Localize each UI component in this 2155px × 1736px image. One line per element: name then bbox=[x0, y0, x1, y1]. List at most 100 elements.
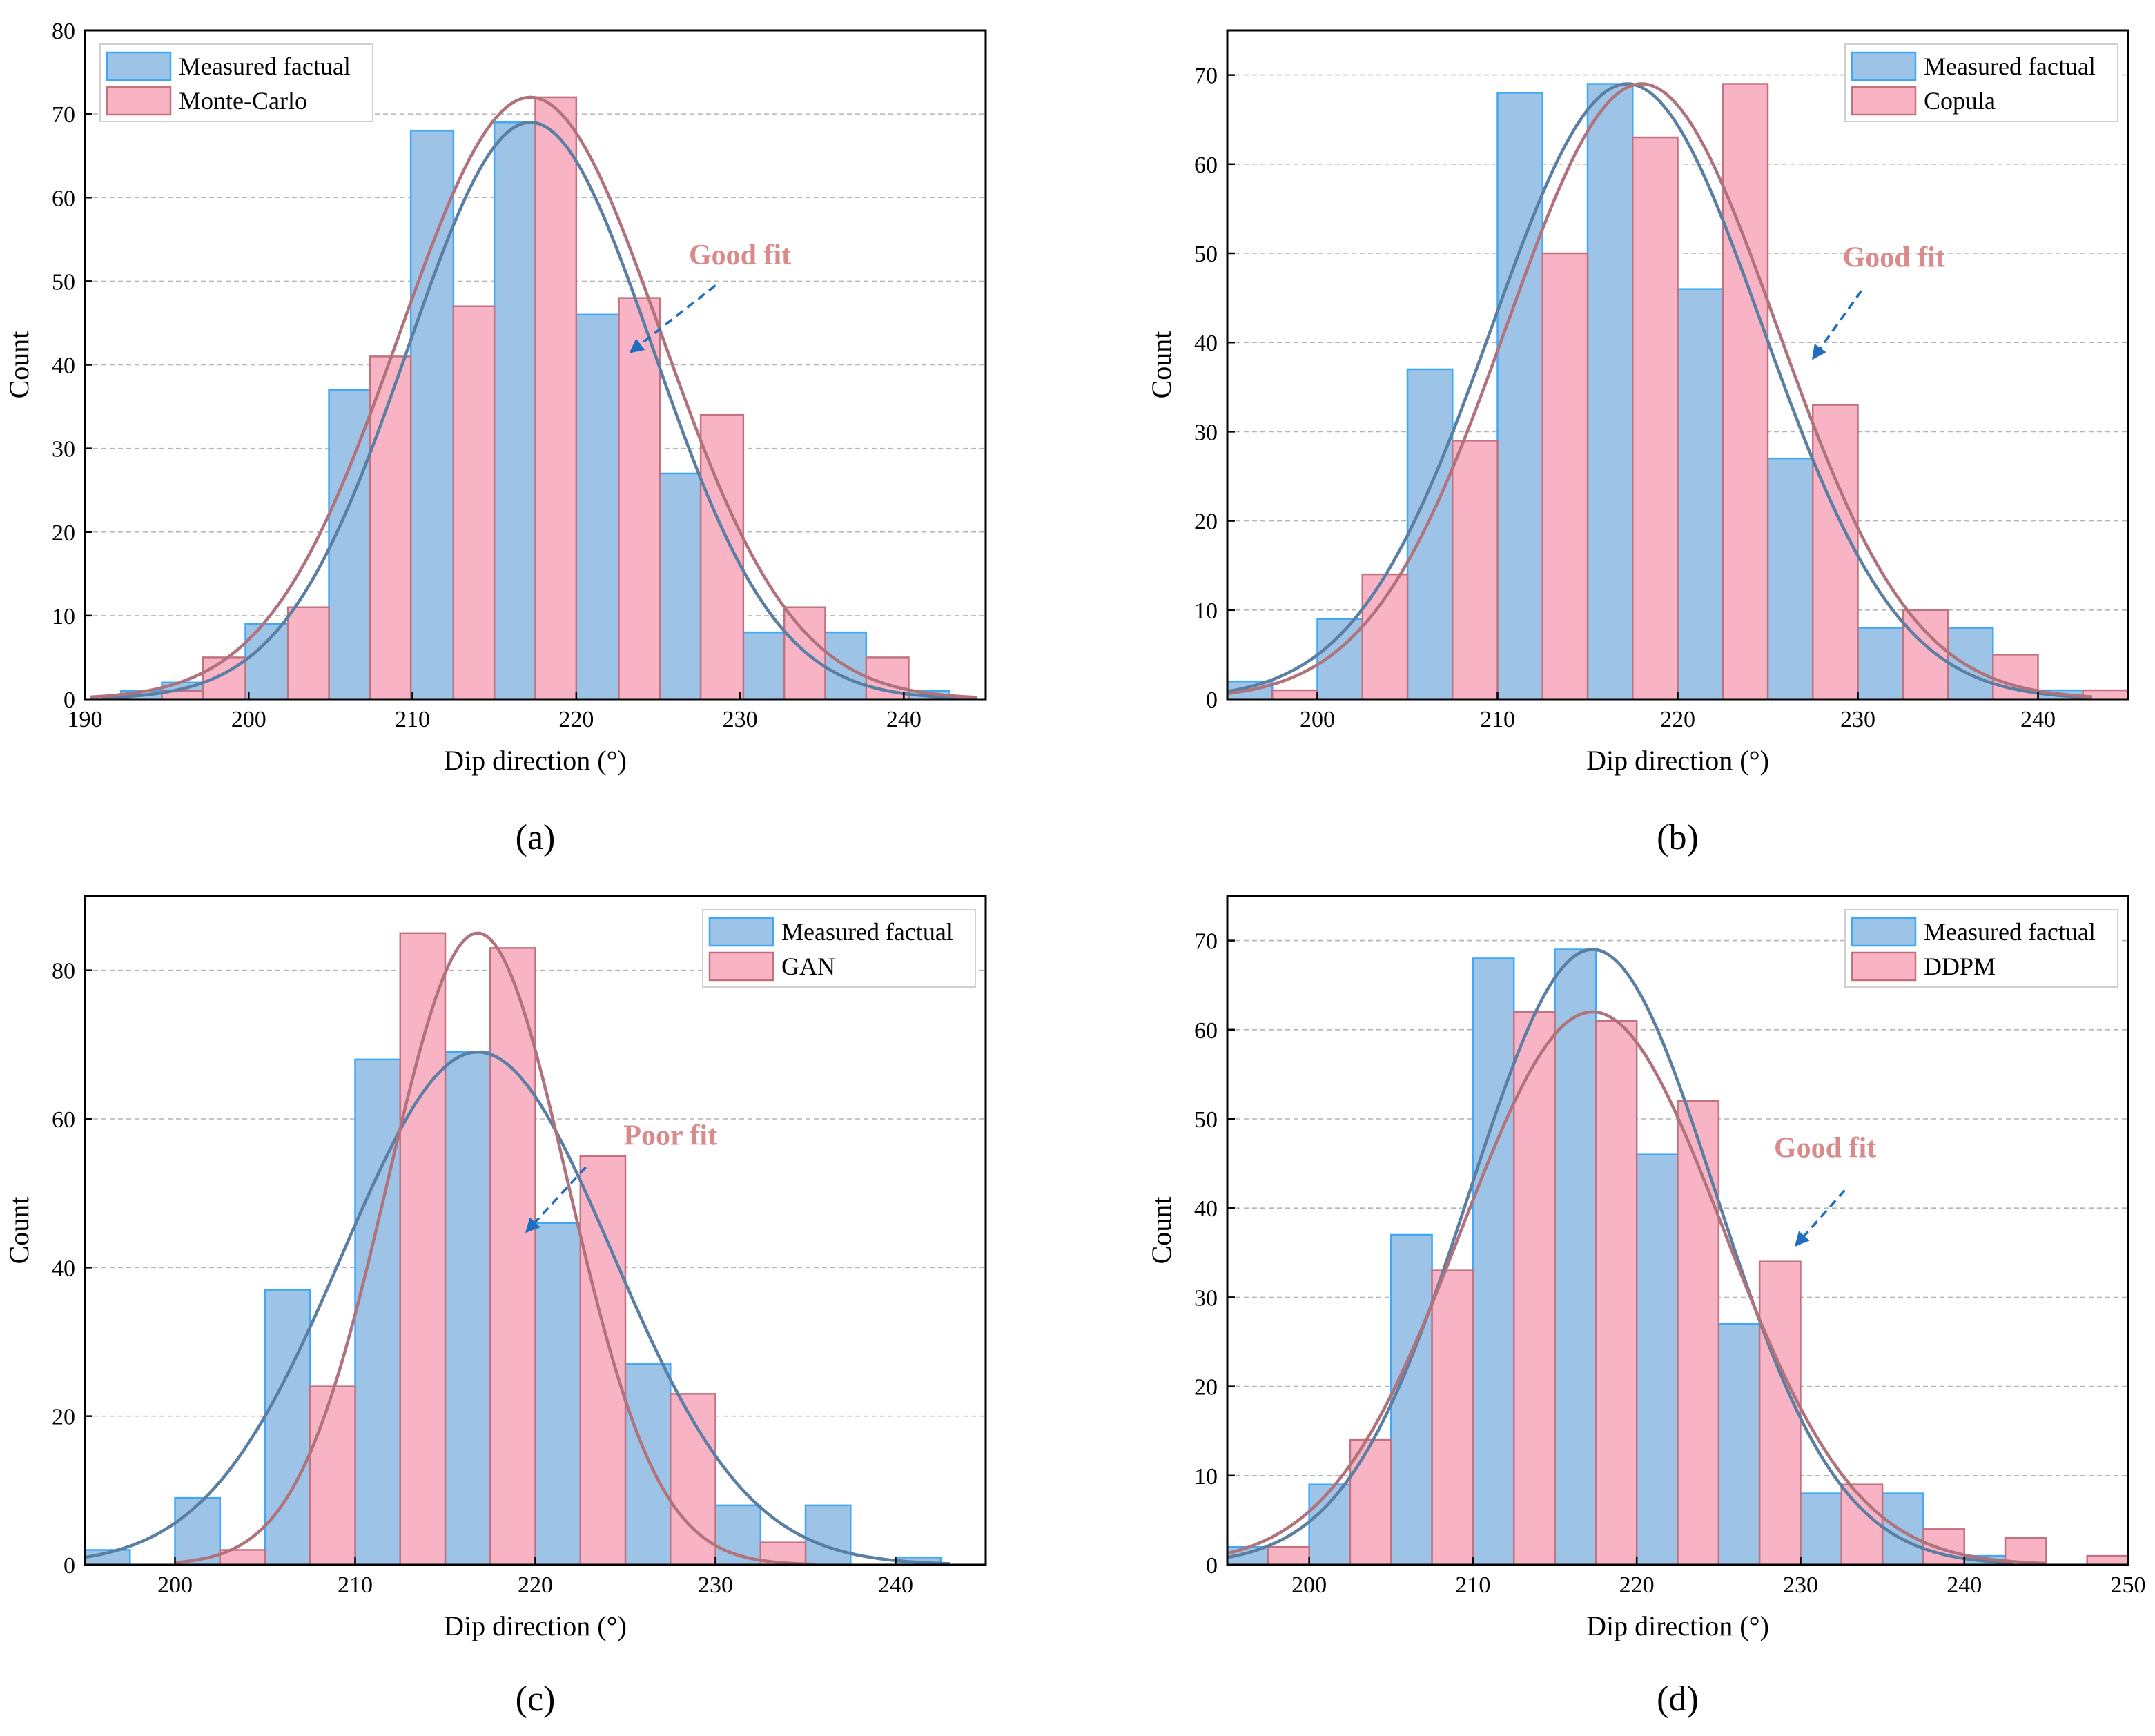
bar-simulated bbox=[1361, 573, 1409, 699]
legend-label-simulated: Monte-Carlo bbox=[179, 87, 307, 115]
chart-d: 200 210 220 230 240 250 0 10 20 30 40 50 60 70 Dip dir… bbox=[1146, 895, 2146, 1719]
x-axis-label: Dip direction (°) bbox=[444, 1610, 627, 1641]
ticks: 200 210 220 230 240 250 0 10 20 30 40 50 60 70 bbox=[1194, 929, 2146, 1598]
y-tick-label: 0 bbox=[64, 1553, 75, 1579]
bar-measured bbox=[444, 1051, 491, 1565]
x-tick-label: 240 bbox=[2020, 707, 2056, 732]
fit-curves bbox=[1227, 948, 2047, 1565]
bar-simulated bbox=[309, 1385, 356, 1565]
annotation-arrow bbox=[629, 284, 716, 353]
fit-curves bbox=[1227, 82, 2092, 699]
x-tick-label: 220 bbox=[1660, 707, 1695, 732]
curve-measured bbox=[101, 121, 970, 699]
curve-measured bbox=[1227, 82, 2092, 699]
bar-simulated bbox=[534, 96, 578, 699]
legend-swatch-measured bbox=[1851, 917, 1917, 947]
x-tick-label: 200 bbox=[1291, 1572, 1327, 1598]
fit-annotation: Good fit bbox=[1774, 1133, 1876, 1164]
y-tick-label: 30 bbox=[1194, 420, 1218, 445]
bar-simulated bbox=[1812, 404, 1859, 699]
bar-measured bbox=[264, 1289, 311, 1565]
bar-simulated bbox=[1677, 1100, 1720, 1565]
plot-frame bbox=[1226, 895, 2129, 1566]
bar-measured bbox=[328, 389, 371, 699]
legend-label-simulated: DDPM bbox=[1924, 953, 1996, 980]
y-tick-label: 10 bbox=[1194, 598, 1218, 624]
bar-measured bbox=[804, 1504, 852, 1565]
x-axis-label: Dip direction (°) bbox=[1586, 1610, 1769, 1641]
x-axis-label: Dip direction (°) bbox=[444, 745, 627, 776]
curve-simulated bbox=[1227, 1010, 2047, 1565]
bar-simulated bbox=[1431, 1269, 1474, 1565]
ticks: 200 210 220 230 240 0 20 40 60 80 bbox=[52, 959, 913, 1598]
y-tick-label: 0 bbox=[64, 687, 75, 713]
fit-annotation: Good fit bbox=[689, 240, 791, 271]
legend: Measured factual DDPM bbox=[1844, 909, 2118, 988]
bar-measured bbox=[1406, 368, 1454, 699]
bar-measured bbox=[354, 1058, 401, 1565]
y-tick-label: 10 bbox=[1194, 1464, 1218, 1490]
bar-measured bbox=[1881, 1492, 1924, 1565]
legend-swatch-simulated bbox=[708, 951, 774, 982]
bar-measured bbox=[1800, 1492, 1843, 1565]
x-tick-label: 190 bbox=[68, 707, 103, 732]
bar-simulated bbox=[1452, 440, 1499, 699]
bar-measured bbox=[1308, 1483, 1352, 1565]
legend-label-measured: Measured factual bbox=[781, 918, 953, 946]
bar-measured bbox=[1390, 1233, 1433, 1565]
bar-measured bbox=[174, 1496, 221, 1565]
y-tick-label: 30 bbox=[52, 437, 75, 462]
bar-measured bbox=[742, 631, 786, 699]
y-tick-label: 40 bbox=[1194, 1196, 1218, 1222]
y-tick-label: 20 bbox=[52, 1405, 75, 1430]
bar-simulated bbox=[1902, 609, 1949, 699]
bar-simulated bbox=[286, 606, 330, 699]
y-axis-label: Count bbox=[1146, 331, 1177, 399]
bar-measured bbox=[624, 1363, 672, 1565]
y-tick-label: 60 bbox=[1194, 1018, 1218, 1044]
bar-simulated bbox=[489, 947, 536, 1565]
bar-measured bbox=[1635, 1153, 1679, 1565]
curve-simulated bbox=[89, 95, 978, 699]
fit-annotation: Poor fit bbox=[623, 1120, 717, 1152]
y-tick-label: 60 bbox=[52, 186, 75, 211]
legend-swatch-simulated bbox=[106, 86, 172, 116]
bar-measured bbox=[1947, 627, 1994, 699]
y-tick-label: 70 bbox=[1194, 929, 1218, 955]
y-tick-label: 20 bbox=[1194, 509, 1218, 535]
bar-simulated bbox=[1840, 1483, 1884, 1565]
bar-measured bbox=[1766, 457, 1814, 699]
bar-simulated bbox=[579, 1155, 627, 1565]
legend-swatch-simulated bbox=[1851, 86, 1917, 116]
legend-swatch-measured bbox=[708, 917, 774, 947]
bar-measured bbox=[1554, 948, 1597, 1565]
x-tick-label: 240 bbox=[878, 1572, 913, 1598]
x-tick-label: 230 bbox=[698, 1572, 733, 1598]
x-tick-label: 200 bbox=[1300, 707, 1335, 732]
legend: Measured factual GAN bbox=[702, 909, 976, 988]
legend-swatch-simulated bbox=[1851, 951, 1917, 982]
annotation-arrow bbox=[1811, 290, 1863, 360]
legend: Measured factual Monte-Carlo bbox=[99, 43, 373, 122]
bar-simulated bbox=[399, 932, 447, 1565]
y-tick-label: 50 bbox=[1194, 242, 1218, 267]
legend-label-measured: Measured factual bbox=[1924, 918, 2096, 946]
y-tick-label: 40 bbox=[1194, 331, 1218, 356]
y-tick-label: 70 bbox=[52, 102, 75, 128]
y-axis-label: Count bbox=[1146, 1197, 1177, 1265]
x-tick-label: 200 bbox=[157, 1572, 193, 1598]
curve-measured bbox=[1227, 948, 2014, 1565]
bar-simulated bbox=[1922, 1528, 1965, 1565]
y-tick-label: 40 bbox=[52, 353, 75, 379]
annotation-arrow bbox=[1794, 1189, 1846, 1247]
bar-simulated bbox=[452, 305, 496, 699]
bars bbox=[1227, 83, 2128, 699]
x-tick-label: 210 bbox=[395, 707, 430, 732]
y-tick-label: 20 bbox=[1194, 1375, 1218, 1401]
x-tick-label: 250 bbox=[2111, 1572, 2146, 1598]
ticks: 200 210 220 230 240 0 10 20 30 40 50 60 70 bbox=[1194, 64, 2056, 732]
fit-annotation: Good fit bbox=[1843, 242, 1945, 273]
x-tick-label: 230 bbox=[723, 707, 758, 732]
y-tick-label: 50 bbox=[1194, 1107, 1218, 1133]
